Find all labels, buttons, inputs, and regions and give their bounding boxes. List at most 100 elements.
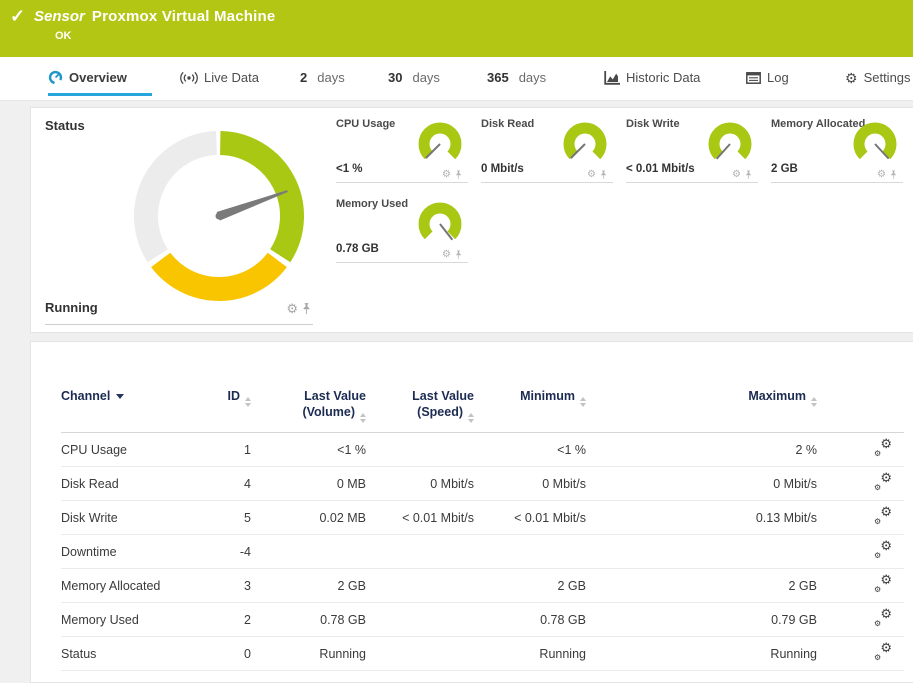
pin-icon[interactable] [302,302,311,315]
cell-speed [366,568,474,604]
mini-gauge-cell: Disk Write < 0.01 Mbit/s ⚙ [626,116,758,183]
channel-gear-icon[interactable]: ⚙ [442,169,451,180]
column-header[interactable]: Minimum [474,388,586,434]
channel-settings-icon[interactable]: ⚙ ⚙ [874,503,892,526]
tab-live-data[interactable]: Live Data [180,70,259,85]
channel-gear-icon[interactable]: ⚙ [587,169,596,180]
cell-id: 5 [221,500,251,536]
cell-min: < 0.01 Mbit/s [474,500,586,536]
gear-icon: ⚙ [874,584,882,594]
cell-id: -4 [221,534,251,570]
cell-speed [366,534,474,570]
channel-settings-icon[interactable]: ⚙ ⚙ [874,435,892,458]
channel-settings-icon[interactable]: ⚙ ⚙ [874,641,892,662]
tab-label-number: 30 [388,70,403,85]
tab-overview[interactable]: Overview [48,70,127,85]
cell-channel: Memory Used [61,602,221,638]
tab-365-days[interactable]: 365 days [487,70,546,85]
column-header-label: (Volume) [302,405,355,420]
pin-icon[interactable] [745,170,752,180]
gear-icon: ⚙ [874,482,882,492]
pin-icon[interactable] [600,170,607,180]
column-header-label: Last Value [304,389,366,403]
mini-gauge-value: <1 % [336,163,363,175]
pin-icon[interactable] [455,250,462,260]
tab-bar: Overview Live Data 2 days 30 days 365 days … [0,57,913,101]
mini-gauge-cell: CPU Usage <1 % ⚙ [336,116,468,183]
table-row: CPU Usage 1 <1 % <1 % 2 % ⚙ ⚙ [61,432,904,468]
column-header-label: Maximum [748,389,806,403]
column-header[interactable]: Channel [61,388,221,434]
column-header-label: Minimum [520,389,575,403]
cell-channel: Disk Write [61,500,221,536]
gear-icon: ⚙ [880,469,892,485]
column-header[interactable]: ID [221,388,251,434]
cell-min: 0 Mbit/s [474,466,586,502]
tab-2-days[interactable]: 2 days [300,70,345,85]
sort-arrows-icon [360,413,366,424]
cell-speed: < 0.01 Mbit/s [366,500,474,536]
cell-id: 3 [221,568,251,604]
mini-gauge-label: CPU Usage [336,118,396,130]
status-gauge-value: Running [45,300,98,315]
status-gauge-title: Status [45,118,85,133]
cell-id: 1 [221,432,251,468]
channel-gear-icon[interactable]: ⚙ [877,169,886,180]
channel-settings-icon[interactable]: ⚙ ⚙ [874,573,892,594]
area-chart-icon [604,70,620,85]
status-gauge-footer: Running ⚙ [45,296,313,325]
column-header-label: (Speed) [417,405,463,420]
cell-volume: 0.78 GB [251,602,366,638]
pin-icon[interactable] [455,170,462,180]
mini-gauge [418,202,462,241]
tab-settings[interactable]: ⚙ Settings [845,70,911,85]
tab-label: Log [767,70,789,85]
column-header[interactable]: Last Value (Speed) [366,388,474,434]
log-icon [746,71,761,84]
gear-icon: ⚙ [880,605,892,621]
tab-label: Settings [863,70,911,85]
sensor-status-text: OK [55,30,72,42]
table-row: Status 0 Running Running Running ⚙ ⚙ [61,636,904,672]
table-row: Memory Allocated 3 2 GB 2 GB 2 GB ⚙ ⚙ [61,568,904,604]
gear-icon: ⚙ [874,448,882,458]
pin-icon[interactable] [890,170,897,180]
channel-gear-icon[interactable]: ⚙ [286,301,298,316]
channel-gear-icon[interactable]: ⚙ [732,169,741,180]
cell-max: 0.79 GB [586,602,817,638]
mini-gauge [418,122,462,160]
tab-label: Overview [69,70,127,85]
gear-icon: ⚙ [880,503,892,519]
table-row: Memory Used 2 0.78 GB 0.78 GB 0.79 GB ⚙ ⚙ [61,602,904,638]
channel-gear-icon[interactable]: ⚙ [442,249,451,260]
channel-settings-icon[interactable]: ⚙ ⚙ [874,469,892,492]
mini-gauge-label: Memory Used [336,198,409,210]
tab-30-days[interactable]: 30 days [388,70,440,85]
sort-arrows-icon [580,397,586,407]
object-kind-label: Sensor [34,8,85,25]
tab-label: days [412,70,440,85]
cell-min [474,534,586,570]
cell-min: 2 GB [474,568,586,604]
channel-settings-icon[interactable]: ⚙ ⚙ [874,539,892,560]
tab-log[interactable]: Log [746,70,789,85]
tab-historic-data[interactable]: Historic Data [604,70,700,85]
cell-channel: Disk Read [61,466,221,502]
column-header-label: Last Value [412,389,474,403]
mini-gauge-cell: Memory Allocated 2 GB ⚙ [771,116,903,183]
column-header[interactable]: Maximum [586,388,817,434]
sensor-title: Proxmox Virtual Machine [91,8,276,25]
table-row: Disk Read 4 0 MB 0 Mbit/s 0 Mbit/s 0 Mbit/s ⚙ ⚙ [61,466,904,502]
channel-settings-icon[interactable]: ⚙ ⚙ [874,605,892,628]
gear-icon: ⚙ [880,435,892,451]
cell-max: 2 % [586,432,817,468]
cell-channel: Memory Allocated [61,568,221,604]
mini-gauge-label: Disk Read [481,118,535,130]
cell-channel: Downtime [61,534,221,570]
cell-speed [366,636,474,672]
column-header[interactable]: Last Value (Volume) [251,388,366,434]
tab-label: Historic Data [626,70,701,85]
mini-gauge-label: Disk Write [626,118,680,130]
cell-id: 0 [221,636,251,672]
